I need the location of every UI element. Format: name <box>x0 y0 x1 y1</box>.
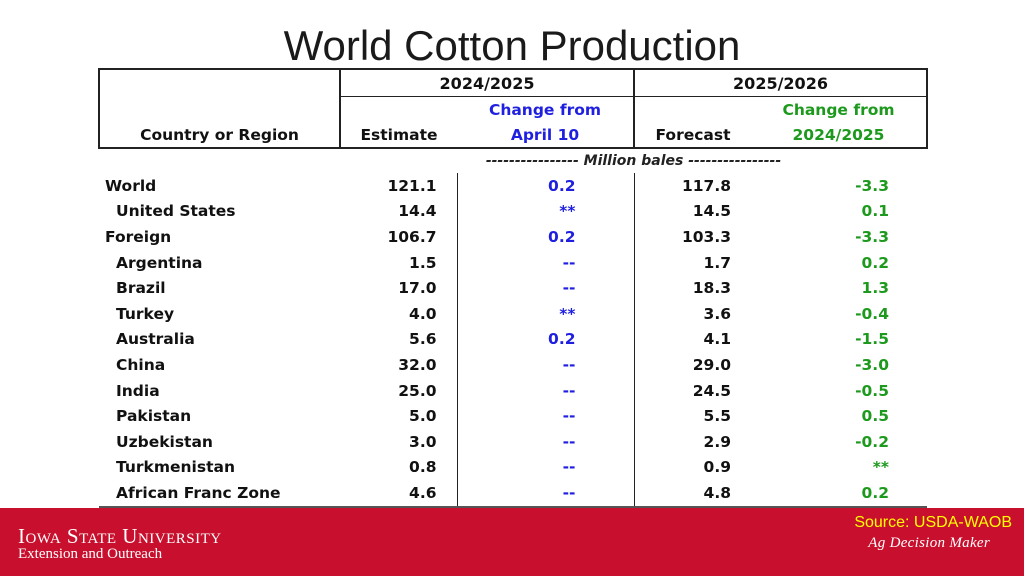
row-forecast: 5.5 <box>703 407 731 426</box>
header-country-or-region: Country or Region <box>98 122 340 149</box>
row-forecast: 24.5 <box>692 381 731 400</box>
row-country-name: Pakistan <box>116 407 192 426</box>
university-department: Extension and Outreach <box>18 546 163 562</box>
row-change-from-prior: -0.5 <box>855 381 889 400</box>
row-change-from-prior: -1.5 <box>855 330 889 349</box>
table-row: Uzbekistan 3.0 -- 2.9 -0.2 <box>99 428 927 455</box>
row-forecast: 4.1 <box>703 330 731 349</box>
row-change-from-april: ** <box>457 300 635 327</box>
row-change-from-april: 0.2 <box>457 173 635 199</box>
row-change-from-april: -- <box>457 249 635 276</box>
header-change-from-prior-line2: 2024/2025 <box>751 122 928 149</box>
row-change-from-april: -- <box>457 377 635 404</box>
row-forecast: 1.7 <box>703 253 731 272</box>
row-change-from-april: 0.2 <box>457 326 635 353</box>
row-estimate: 32.0 <box>340 352 458 378</box>
table-row: Australia 5.6 0.2 4.1 -1.5 <box>99 326 927 353</box>
row-estimate: 106.7 <box>340 224 458 250</box>
row-country-name: Uzbekistan <box>116 432 213 451</box>
row-change-from-prior: 0.1 <box>861 202 889 221</box>
row-country-name: United States <box>116 202 236 221</box>
row-forecast: 18.3 <box>692 279 731 298</box>
row-change-from-april: -- <box>457 403 635 429</box>
row-change-from-prior: ** <box>872 458 889 477</box>
table-row: United States 14.4 ** 14.5 0.1 <box>99 198 927 225</box>
row-change-from-april: -- <box>457 454 635 481</box>
table-row: African Franc Zone 4.6 -- 4.8 0.2 <box>99 480 927 508</box>
row-country-name: Argentina <box>116 253 203 272</box>
header-change-from-april-line2: April 10 <box>457 122 634 149</box>
row-estimate: 121.1 <box>340 173 458 199</box>
row-change-from-april: ** <box>457 198 635 225</box>
row-change-from-april: -- <box>457 428 635 455</box>
source-label: Source: USDA-WAOB <box>854 514 1012 531</box>
row-change-from-april: -- <box>457 352 635 378</box>
row-country-name: African Franc Zone <box>99 480 340 508</box>
row-estimate: 0.8 <box>340 454 458 481</box>
header-change-from-april-line1: Change from <box>488 100 602 119</box>
row-estimate: 5.6 <box>340 326 458 353</box>
row-estimate: 4.0 <box>340 300 458 327</box>
row-estimate: 1.5 <box>340 249 458 276</box>
row-country-name: Brazil <box>116 279 166 298</box>
table-row: Pakistan 5.0 -- 5.5 0.5 <box>99 403 927 429</box>
cotton-production-table-wrap: 2024/2025 2025/2026 Change from Change f… <box>98 68 928 508</box>
row-change-from-prior: -0.4 <box>855 304 889 323</box>
row-forecast: 29.0 <box>692 355 731 374</box>
table-row: Turkey 4.0 ** 3.6 -0.4 <box>99 300 927 327</box>
row-country-name: India <box>116 381 160 400</box>
row-country-name: Australia <box>116 330 195 349</box>
table-row: India 25.0 -- 24.5 -0.5 <box>99 377 927 404</box>
table-row: Foreign 106.7 0.2 103.3 -3.3 <box>99 224 927 250</box>
row-forecast: 2.9 <box>703 432 731 451</box>
row-change-from-prior: 0.2 <box>751 480 927 508</box>
header-period-2024-2025: 2024/2025 <box>339 68 634 97</box>
row-forecast: 0.9 <box>703 458 731 477</box>
header-estimate: Estimate <box>339 122 457 149</box>
row-estimate: 25.0 <box>340 377 458 404</box>
row-change-from-prior: -0.2 <box>855 432 889 451</box>
ag-decision-maker-brand: Ag Decision Maker <box>868 535 990 551</box>
row-change-from-april: -- <box>457 480 635 508</box>
row-forecast: 14.5 <box>692 202 731 221</box>
row-change-from-april: 0.2 <box>457 224 635 250</box>
row-estimate: 4.6 <box>340 480 458 508</box>
row-change-from-prior: -3.0 <box>855 355 889 374</box>
row-forecast: 4.8 <box>634 480 751 508</box>
table-header: 2024/2025 2025/2026 Change from Change f… <box>98 68 928 173</box>
row-country-name: Foreign <box>105 227 172 246</box>
row-forecast: 103.3 <box>681 227 731 246</box>
table-row: World 121.1 0.2 117.8 -3.3 <box>99 173 927 199</box>
row-forecast: 3.6 <box>703 304 731 323</box>
table-row: Brazil 17.0 -- 18.3 1.3 <box>99 275 927 301</box>
row-change-from-prior: 0.2 <box>861 253 889 272</box>
row-change-from-prior: 1.3 <box>861 279 889 298</box>
footer-bar: Iowa State University Extension and Outr… <box>0 508 1024 576</box>
university-logo-text: Iowa State University <box>18 524 222 548</box>
row-estimate: 17.0 <box>340 275 458 301</box>
row-country-name: Turkmenistan <box>116 458 235 477</box>
row-estimate: 14.4 <box>340 198 458 225</box>
row-country-name: China <box>116 355 166 374</box>
row-forecast: 117.8 <box>681 176 731 195</box>
row-change-from-prior: -3.3 <box>855 227 889 246</box>
row-estimate: 5.0 <box>340 403 458 429</box>
header-blank <box>98 68 340 97</box>
table-body: World 121.1 0.2 117.8 -3.3 United States 14.4 *… <box>99 173 927 508</box>
slide-title: World Cotton Production <box>283 22 741 69</box>
row-country-name: World <box>105 176 157 195</box>
row-change-from-prior: -3.3 <box>855 176 889 195</box>
row-country-name: Turkey <box>116 304 175 323</box>
header-change-from-prior-line1: Change from <box>751 96 928 122</box>
cotton-production-table: 2024/2025 2025/2026 Change from Change f… <box>98 68 928 508</box>
header-forecast: Forecast <box>633 122 751 149</box>
table-row: Turkmenistan 0.8 -- 0.9 ** <box>99 454 927 481</box>
header-period-2025-2026: 2025/2026 <box>633 68 928 97</box>
row-estimate: 3.0 <box>340 428 458 455</box>
units-label: ---------------- Million bales ---------… <box>485 153 782 169</box>
row-change-from-prior: 0.5 <box>861 407 889 426</box>
table-row: Argentina 1.5 -- 1.7 0.2 <box>99 249 927 276</box>
row-change-from-april: -- <box>457 275 635 301</box>
table-row: China 32.0 -- 29.0 -3.0 <box>99 352 927 378</box>
